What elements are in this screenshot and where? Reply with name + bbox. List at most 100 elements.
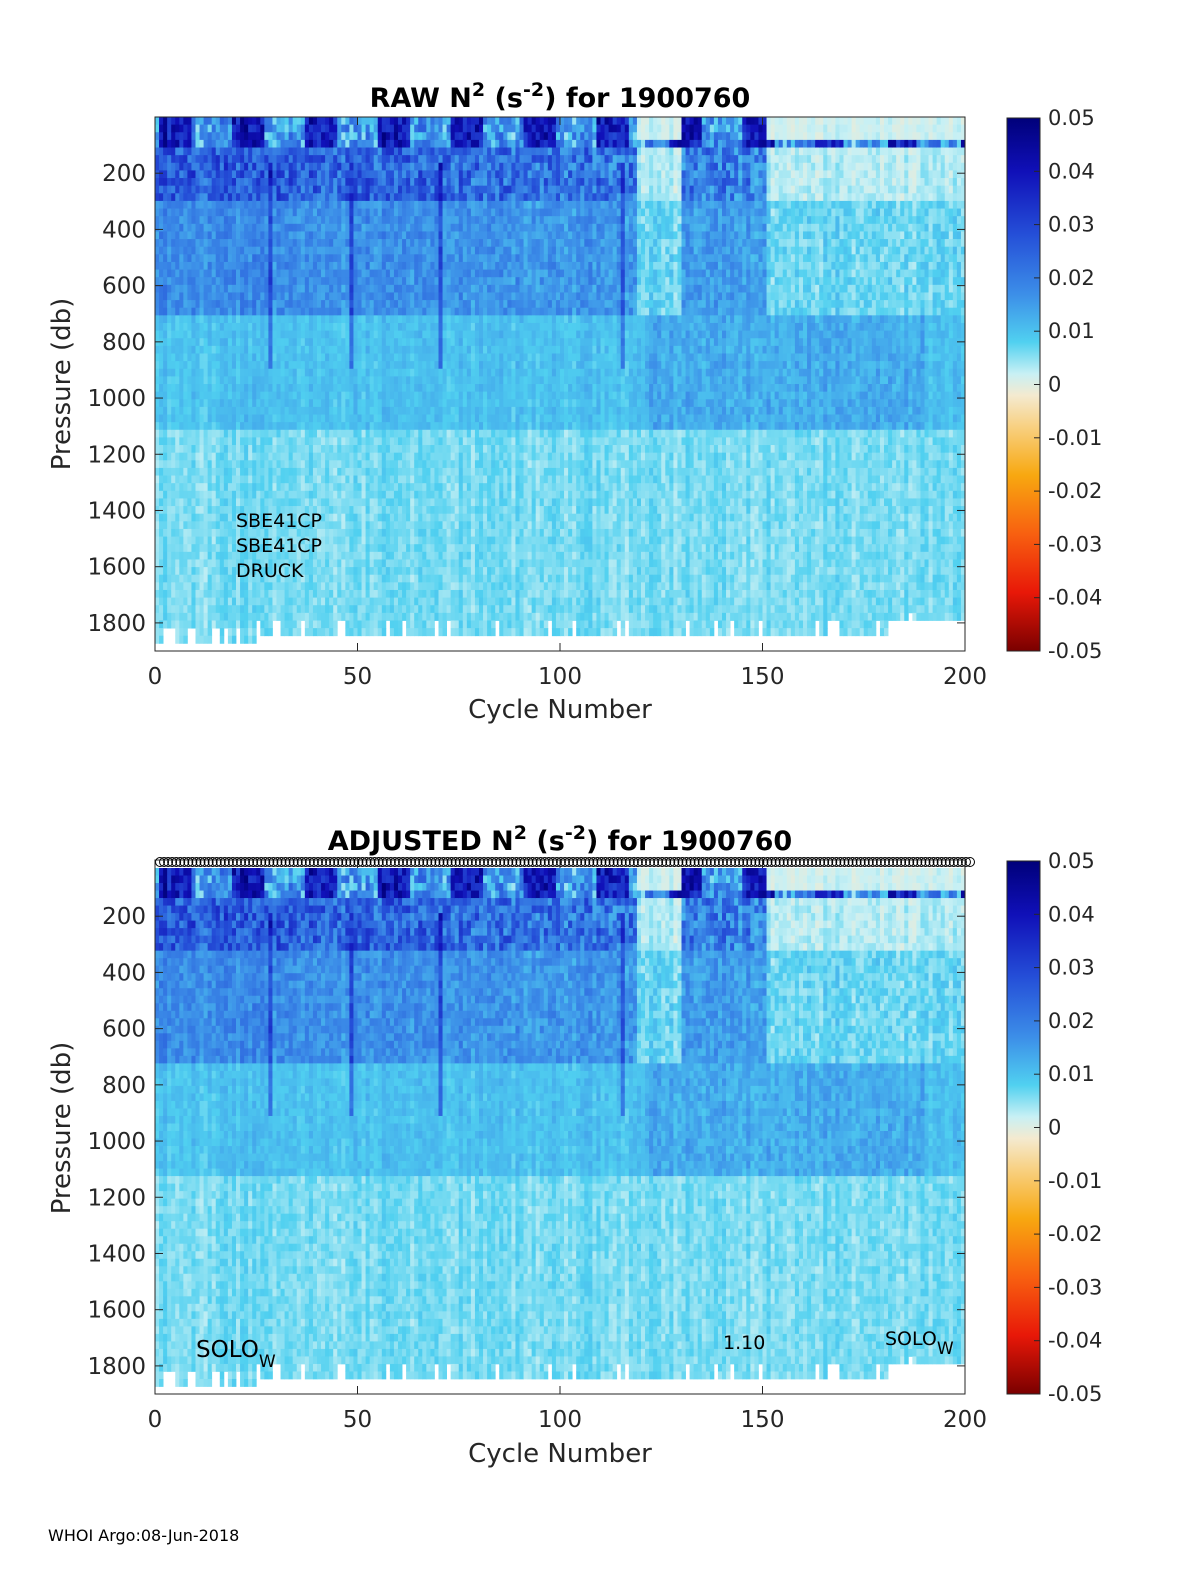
heatmap-cell [301,170,305,178]
heatmap-cell [362,514,366,522]
heatmap-cell [402,178,406,186]
heatmap-cell [301,300,305,308]
heatmap-cell [390,620,394,628]
heatmap-cell [220,338,224,346]
heatmap-cell [277,376,281,384]
heatmap-cell [167,353,171,361]
heatmap-cell [281,445,285,453]
heatmap-cell [378,247,382,255]
heatmap-cell [224,605,228,613]
heatmap-cell [163,620,167,628]
heatmap-cell [353,437,357,445]
heatmap-cell [422,338,426,346]
heatmap-cell [447,605,451,613]
heatmap-cell [212,125,216,133]
heatmap-cell [187,598,191,606]
heatmap-cell [394,178,398,186]
heatmap-cell [345,460,349,468]
heatmap-cell [366,552,370,560]
heatmap-cell [426,209,430,217]
heatmap-cell [179,521,183,529]
heatmap-cell [244,453,248,461]
heatmap-cell [289,422,293,430]
heatmap-cell [418,544,422,552]
heatmap-cell [345,308,349,316]
heatmap-cell [382,582,386,590]
heatmap-cell [309,125,313,133]
heatmap-cell [374,445,378,453]
heatmap-cell [366,422,370,430]
chart-title: RAW N2 (s-2) for 1900760 [370,79,751,114]
heatmap-cell [345,376,349,384]
heatmap-cell [394,529,398,537]
heatmap-cell [301,239,305,247]
heatmap-cell [394,544,398,552]
heatmap-cell [410,476,414,484]
heatmap-cell [374,399,378,407]
heatmap-cell [370,559,374,567]
heatmap-cell [337,399,341,407]
heatmap-cell [277,353,281,361]
heatmap-cell [378,315,382,323]
heatmap-cell [447,315,451,323]
heatmap-cell [430,415,434,423]
heatmap-cell [297,613,301,621]
heatmap-cell [264,186,268,194]
heatmap-cell [297,201,301,209]
heatmap-cell [337,376,341,384]
heatmap-cell [167,514,171,522]
heatmap-cell [301,308,305,316]
heatmap-cell [167,300,171,308]
heatmap-cell [439,415,443,423]
heatmap-cell [398,575,402,583]
heatmap-cell [179,590,183,598]
heatmap-cell [268,323,272,331]
heatmap-cell [313,361,317,369]
heatmap-cell [366,384,370,392]
heatmap-cell [256,308,260,316]
heatmap-cell [443,491,447,499]
heatmap-cell [353,506,357,514]
heatmap-cell [317,567,321,575]
heatmap-cell [333,544,337,552]
heatmap-cell [317,498,321,506]
heatmap-cell [167,247,171,255]
heatmap-cell [236,186,240,194]
heatmap-cell [374,582,378,590]
heatmap-cell [430,498,434,506]
heatmap-cell [325,575,329,583]
heatmap-cell [155,460,159,468]
heatmap-cell [220,231,224,239]
heatmap-cell [321,186,325,194]
heatmap-cell [447,323,451,331]
heatmap-cell [208,346,212,354]
heatmap-cell [410,231,414,239]
heatmap-cell [430,537,434,545]
heatmap-cell [345,270,349,278]
heatmap-cell [301,376,305,384]
heatmap-cell [208,178,212,186]
heatmap-cell [285,315,289,323]
heatmap-cell [268,582,272,590]
heatmap-cell [183,346,187,354]
heatmap-cell [277,170,281,178]
heatmap-cell [358,521,362,529]
heatmap-cell [422,216,426,224]
heatmap-cell [382,575,386,583]
heatmap-cell [248,323,252,331]
heatmap-cell [204,476,208,484]
heatmap-cell [321,315,325,323]
heatmap-cell [374,559,378,567]
heatmap-cell [321,247,325,255]
heatmap-cell [272,277,276,285]
heatmap-cell [179,323,183,331]
heatmap-cell [317,598,321,606]
heatmap-cell [410,514,414,522]
heatmap-cell [272,170,276,178]
heatmap-cell [212,331,216,339]
heatmap-cell [309,590,313,598]
heatmap-cell [382,224,386,232]
heatmap-cell [309,575,313,583]
heatmap-cell [256,178,260,186]
heatmap-cell [183,247,187,255]
